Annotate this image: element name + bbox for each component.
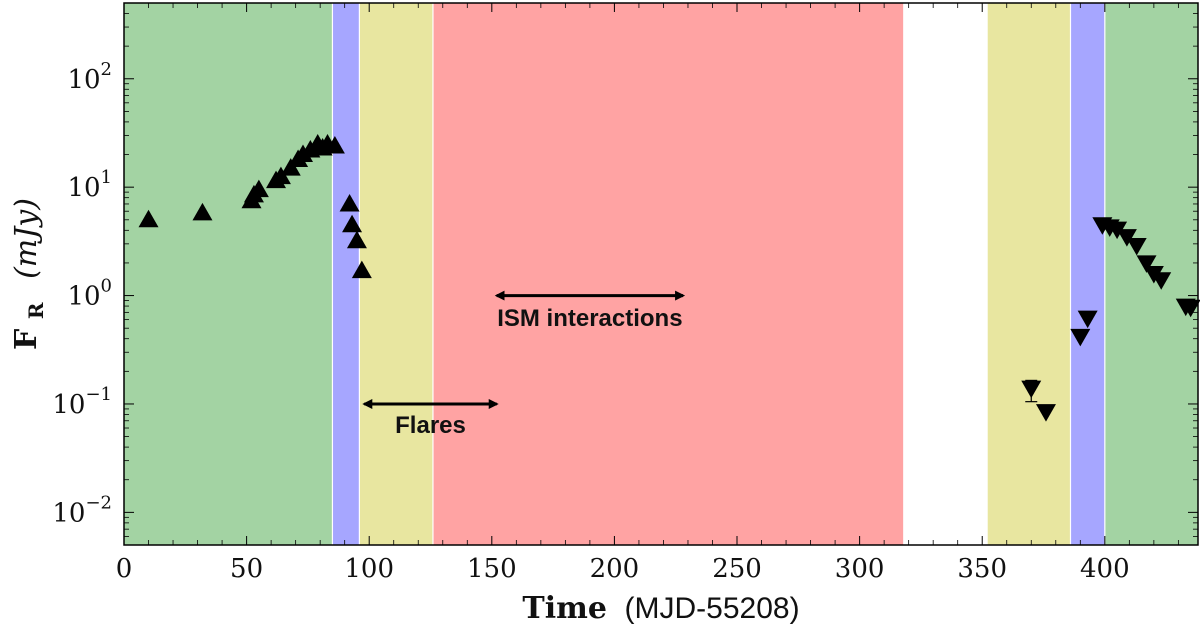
x-axis-title: Time (MJD-55208) <box>522 591 799 626</box>
x-tick-label: 300 <box>835 554 885 584</box>
data-point-up <box>248 179 269 198</box>
data-point-up <box>346 230 367 249</box>
band-4 <box>903 3 988 545</box>
y-tick-label: 10−1 <box>52 384 112 420</box>
data-point-down <box>1136 255 1157 273</box>
x-tick-label: 0 <box>116 554 133 584</box>
data-point-up <box>342 214 363 233</box>
band-5 <box>987 3 1071 545</box>
data-point-down <box>1126 237 1147 256</box>
data-point-down <box>1070 328 1091 347</box>
band-0 <box>124 3 333 545</box>
data-point-down <box>1035 404 1056 422</box>
axis-ticks <box>123 3 1198 545</box>
x-tick-label: 350 <box>957 554 1007 584</box>
data-point-up <box>192 202 213 221</box>
background-bands <box>124 3 1198 545</box>
data-point-up <box>339 193 360 212</box>
data-point-down <box>1107 221 1128 240</box>
data-point-up <box>324 135 345 154</box>
data-point-down <box>1077 310 1098 329</box>
x-tick-label: 200 <box>590 554 640 584</box>
plot-frame <box>123 2 1199 546</box>
annotation-label-1: ISM interactions <box>497 305 682 332</box>
data-point-down <box>1151 272 1172 290</box>
band-3 <box>432 3 904 545</box>
x-axis-title-rest: (MJD-55208) <box>625 592 800 625</box>
x-tick-label: 250 <box>712 554 762 584</box>
data-point-up <box>351 260 372 279</box>
data-point-down <box>1180 299 1200 318</box>
tick-labels: 0 50 100 150 200 250 300 350 400 10−2 10−1 100 101 10… <box>52 59 1129 584</box>
band-2 <box>359 3 433 545</box>
x-tick-label: 150 <box>467 554 517 584</box>
y-tick-label: 101 <box>67 167 112 203</box>
data-point-down <box>1021 380 1042 399</box>
y-axis-title-sub: R <box>24 302 48 319</box>
y-tick-label: 100 <box>67 276 112 312</box>
annotation-label-0: Flares <box>395 412 466 439</box>
x-axis-title-bold: Time <box>522 591 607 626</box>
x-tick-label: 400 <box>1080 554 1130 584</box>
band-6 <box>1070 3 1105 545</box>
data-point-up <box>138 209 159 228</box>
y-axis-title-unit: (mJy) <box>9 198 44 279</box>
y-axis-title-main: F <box>9 329 44 350</box>
x-tick-label: 50 <box>230 554 263 584</box>
y-axis-title: F R (mJy) <box>9 198 51 350</box>
annotations: Flares ISM interactions <box>362 290 686 439</box>
y-tick-label: 102 <box>67 59 112 95</box>
x-tick-label: 100 <box>344 554 394 584</box>
data-point-down <box>1116 229 1137 247</box>
data-points <box>138 134 1200 422</box>
y-tick-label: 10−2 <box>52 492 112 528</box>
